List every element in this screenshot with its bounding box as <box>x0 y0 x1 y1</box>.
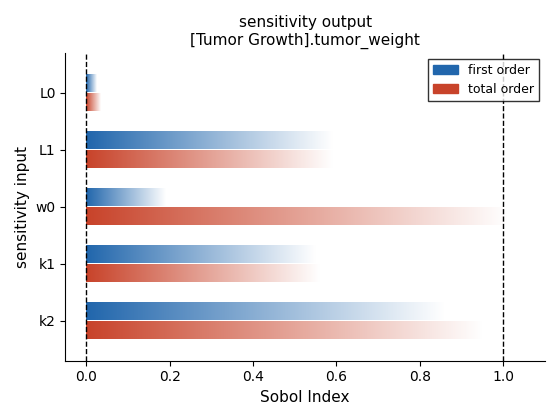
Y-axis label: sensitivity input: sensitivity input <box>15 146 30 268</box>
Title: sensitivity output
[Tumor Growth].tumor_weight: sensitivity output [Tumor Growth].tumor_… <box>190 15 420 49</box>
Legend: first order, total order: first order, total order <box>428 59 539 101</box>
X-axis label: Sobol Index: Sobol Index <box>260 390 350 405</box>
